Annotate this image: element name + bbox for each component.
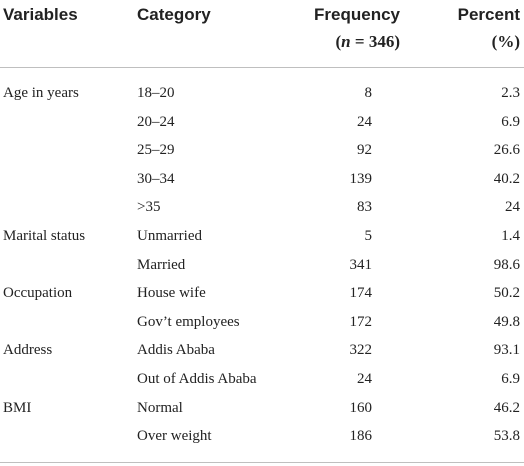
row-category: 20–24 [137, 114, 175, 130]
row-category: Unmarried [137, 228, 202, 244]
row-frequency: 24 [357, 371, 372, 387]
row-percent: 49.8 [493, 314, 520, 330]
row-category: Normal [137, 400, 183, 416]
row-frequency: 83 [357, 199, 372, 215]
row-percent: 6.9 [501, 371, 520, 387]
header-percent-unit: (%) [491, 32, 520, 51]
row-percent: 6.9 [501, 114, 520, 130]
row-category: >35 [137, 199, 161, 215]
row-frequency: 174 [349, 285, 373, 301]
row-variable: Address [3, 342, 53, 358]
row-frequency: 139 [349, 171, 373, 187]
row-frequency: 5 [364, 228, 373, 244]
row-category: 30–34 [137, 171, 175, 187]
row-variable: Age in years [3, 85, 79, 101]
row-percent: 46.2 [493, 400, 520, 416]
row-category: Married [137, 257, 186, 273]
row-frequency: 322 [349, 342, 373, 358]
row-percent: 1.4 [501, 228, 520, 244]
row-frequency: 92 [357, 142, 372, 158]
row-frequency: 341 [349, 257, 373, 273]
row-category: Out of Addis Ababa [137, 371, 257, 387]
row-percent: 2.3 [501, 85, 520, 101]
row-frequency: 8 [364, 85, 373, 101]
header-frequency: Frequency [314, 5, 400, 24]
row-frequency: 160 [349, 400, 373, 416]
row-frequency: 186 [349, 428, 373, 444]
header-divider [0, 67, 524, 68]
row-frequency: 24 [357, 114, 372, 130]
row-percent: 98.6 [493, 257, 520, 273]
row-variable: Occupation [3, 285, 73, 301]
header-variables: Variables [3, 5, 78, 24]
row-percent: 53.8 [493, 428, 520, 444]
row-percent: 93.1 [493, 342, 520, 358]
row-category: 25–29 [137, 142, 175, 158]
row-percent: 50.2 [493, 285, 520, 301]
row-percent: 40.2 [493, 171, 520, 187]
row-variable: BMI [3, 400, 32, 416]
row-percent: 24 [505, 199, 520, 215]
header-frequency-n: (n = 346) [335, 32, 401, 51]
row-category: House wife [137, 285, 206, 301]
header-category: Category [137, 5, 211, 24]
row-frequency: 172 [349, 314, 373, 330]
header-percent: Percent [457, 5, 520, 24]
table-bottom-rule [0, 462, 524, 463]
row-category: Addis Ababa [137, 342, 215, 358]
row-percent: 26.6 [493, 142, 520, 158]
row-category: Gov’t employees [137, 314, 240, 330]
row-category: 18–20 [137, 85, 175, 101]
row-variable: Marital status [3, 228, 86, 244]
row-category: Over weight [137, 428, 212, 444]
